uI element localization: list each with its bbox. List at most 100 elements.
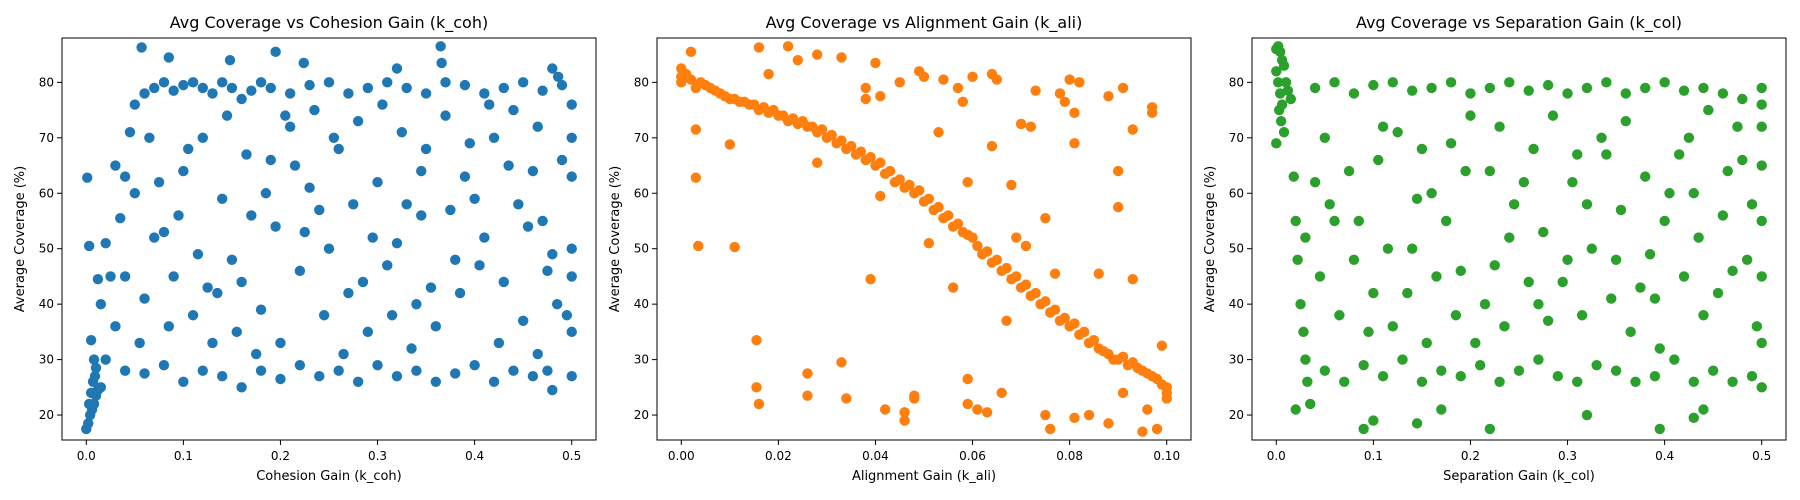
data-point [1717, 210, 1729, 221]
data-point [298, 57, 309, 69]
data-point [226, 82, 238, 94]
data-point [542, 365, 553, 376]
data-point [1298, 326, 1309, 338]
data-point [865, 274, 876, 285]
data-point [440, 110, 451, 121]
data-point [323, 77, 335, 88]
data-point [962, 176, 973, 188]
x-tick-label: 0.0 [77, 449, 96, 463]
data-point [778, 110, 789, 121]
data-point [236, 382, 247, 393]
data-point [217, 77, 228, 88]
data-point [1649, 293, 1661, 304]
data-point [1620, 115, 1632, 127]
data-point [947, 282, 959, 293]
data-point [556, 154, 568, 166]
data-point [450, 254, 461, 265]
data-point [763, 68, 774, 80]
data-point [1377, 371, 1389, 382]
x-tick-label: 0.02 [765, 449, 792, 463]
data-point [566, 371, 577, 382]
data-point [1387, 321, 1398, 332]
data-point [1098, 346, 1109, 357]
data-point [1542, 315, 1554, 326]
data-point [1309, 82, 1321, 94]
data-point [493, 337, 505, 349]
data-point [792, 54, 803, 66]
data-point [508, 365, 519, 376]
data-point [1387, 77, 1398, 88]
data-point [532, 121, 543, 132]
data-point [1518, 176, 1530, 188]
data-point [1669, 354, 1680, 365]
data-point [95, 382, 107, 393]
data-point [1751, 321, 1763, 332]
data-point [1678, 271, 1690, 282]
data-point [158, 77, 170, 88]
data-point [1368, 415, 1379, 426]
data-point [991, 74, 1003, 85]
axes-frame [656, 37, 1192, 441]
data-point [85, 387, 97, 399]
data-point [875, 91, 886, 102]
data-point [89, 371, 101, 382]
data-point [724, 139, 736, 150]
data-point [1683, 132, 1695, 144]
x-axis-label: Separation Gain (k_col) [1443, 469, 1595, 484]
data-point [430, 321, 441, 332]
data-point [1693, 232, 1704, 243]
data-point [1146, 107, 1158, 119]
data-point [1392, 127, 1403, 138]
data-point [913, 185, 925, 196]
data-point [758, 102, 769, 113]
data-point [92, 274, 104, 285]
data-point [517, 315, 529, 326]
data-point [690, 124, 702, 135]
data-point [1562, 254, 1573, 265]
data-point [236, 276, 247, 288]
data-point [1606, 293, 1617, 304]
data-point [1146, 371, 1158, 382]
data-point [845, 140, 857, 152]
data-point [197, 365, 208, 376]
x-tick-label: 0.08 [1056, 449, 1083, 463]
data-point [1615, 204, 1627, 216]
data-point [1348, 254, 1360, 265]
data-point [1499, 321, 1510, 332]
data-point [923, 193, 935, 204]
data-point [1610, 254, 1622, 265]
data-point [224, 54, 236, 66]
data-point [952, 218, 964, 229]
data-point [255, 77, 267, 88]
data-point [904, 179, 915, 191]
data-point [1292, 254, 1303, 265]
data-point [812, 157, 823, 168]
data-point [82, 172, 93, 183]
data-point [836, 357, 847, 368]
data-point [1040, 213, 1051, 224]
data-point [401, 82, 412, 94]
data-point [115, 213, 126, 224]
chart-title: Avg Coverage vs Separation Gain (k_col) [1356, 13, 1682, 33]
y-tick-label: 60 [1229, 186, 1244, 200]
data-point [352, 376, 364, 387]
y-tick-label: 60 [634, 186, 649, 200]
data-point [909, 390, 920, 401]
y-tick-label: 80 [1229, 75, 1244, 89]
data-point [685, 74, 697, 85]
data-point [561, 310, 573, 321]
data-point [1117, 351, 1129, 363]
data-point [1440, 215, 1452, 227]
data-point [1329, 77, 1340, 88]
y-tick-label: 50 [1229, 242, 1244, 256]
data-point [894, 77, 905, 88]
data-point [163, 321, 174, 332]
data-point [566, 271, 577, 282]
data-point [1474, 359, 1486, 371]
data-point [1465, 110, 1476, 121]
data-point [1523, 276, 1534, 288]
data-point [1698, 82, 1709, 94]
data-point [1562, 88, 1573, 99]
axes-frame [1251, 37, 1787, 441]
